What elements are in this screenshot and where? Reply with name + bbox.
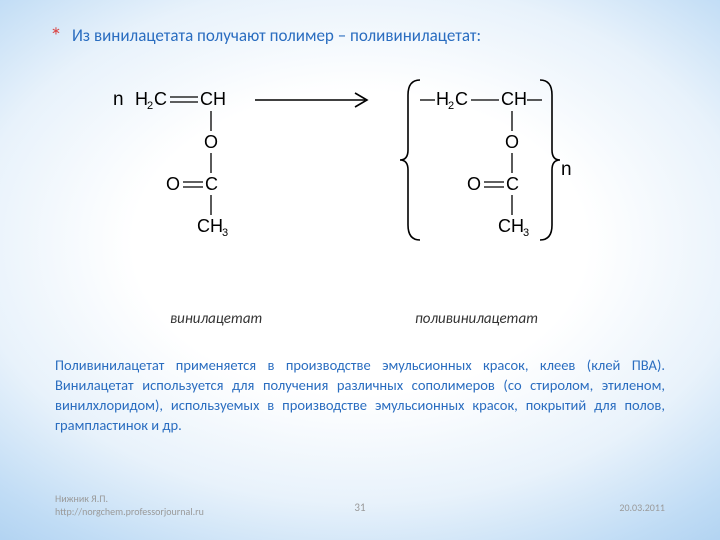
slide: * Из винилацетата получают полимер – пол…: [0, 0, 720, 540]
coefficient-n: n: [113, 89, 124, 110]
footer-date: 20.03.2011: [619, 501, 665, 514]
body-text: Поливинилацетат применяется в производст…: [55, 355, 665, 435]
svg-text:C: C: [506, 174, 519, 194]
slide-title: Из винилацетата получают полимер – полив…: [72, 25, 481, 46]
polymer-label: поливинилацетат: [415, 310, 538, 328]
chemical-reaction-diagram: n H 2 C CH O O C CH 3: [0, 75, 720, 300]
svg-text:O: O: [467, 174, 481, 194]
svg-text:2: 2: [448, 100, 454, 112]
page-number: 31: [0, 501, 720, 514]
bullet-asterisk: *: [50, 22, 62, 51]
svg-text:CH: CH: [197, 216, 223, 236]
monomer-structure: H 2 C CH O O C CH 3: [135, 89, 228, 239]
reaction-arrow: [255, 93, 367, 107]
svg-text:O: O: [166, 174, 180, 194]
svg-text:C: C: [205, 174, 218, 194]
polymer-brackets: [400, 80, 560, 240]
svg-text:3: 3: [523, 227, 529, 239]
svg-text:CH: CH: [501, 89, 527, 109]
svg-text:3: 3: [222, 227, 228, 239]
monomer-label: винилацетат: [170, 310, 262, 328]
svg-text:CH: CH: [200, 89, 226, 109]
svg-text:C: C: [455, 89, 468, 109]
svg-text:O: O: [204, 132, 218, 152]
svg-text:O: O: [505, 132, 519, 152]
svg-text:CH: CH: [498, 216, 524, 236]
polymer-repeat-n: n: [561, 159, 572, 180]
svg-text:C: C: [154, 89, 167, 109]
polymer-structure: H 2 C CH O O C CH 3: [420, 89, 542, 239]
svg-text:2: 2: [147, 100, 153, 112]
